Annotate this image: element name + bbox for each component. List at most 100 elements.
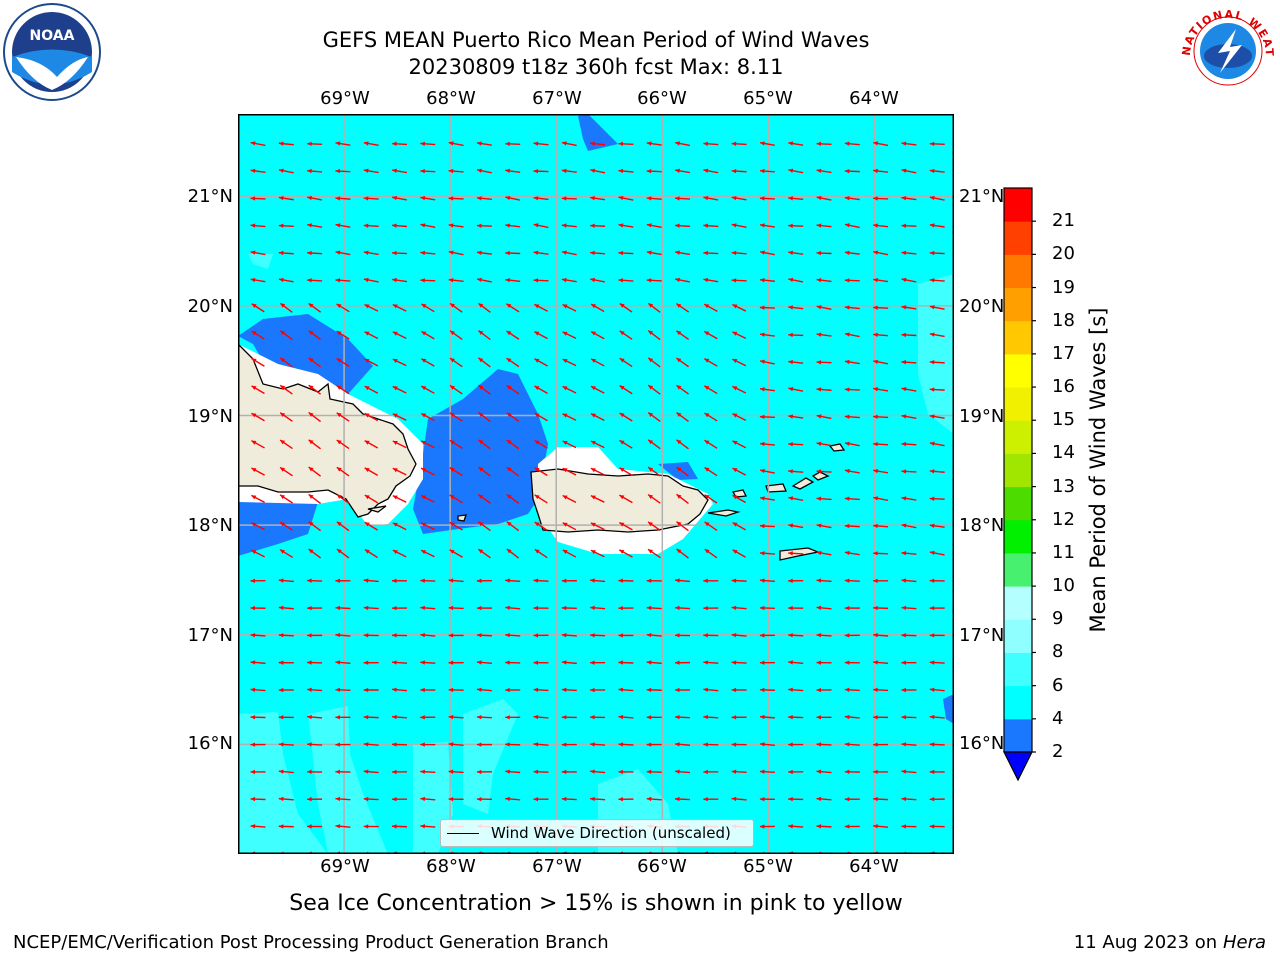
wind-wave-arrow xyxy=(788,660,804,665)
wind-wave-arrow xyxy=(816,523,832,529)
map-plot xyxy=(238,114,954,854)
wind-wave-arrow xyxy=(335,824,351,829)
wind-wave-arrow xyxy=(392,303,407,312)
wind-wave-arrow xyxy=(731,715,747,720)
mona-island xyxy=(457,514,467,522)
wind-wave-arrow xyxy=(363,687,379,693)
wind-wave-arrow xyxy=(788,332,804,338)
wind-wave-arrow xyxy=(250,742,266,747)
wind-wave-arrow xyxy=(420,660,436,665)
wind-wave-arrow xyxy=(448,168,464,174)
wind-wave-arrow xyxy=(646,278,662,283)
wind-wave-arrow xyxy=(844,523,860,529)
wind-wave-arrow xyxy=(816,496,832,501)
wind-wave-arrow xyxy=(873,578,889,583)
wind-wave-arrow xyxy=(788,496,804,501)
wind-wave-arrow xyxy=(448,250,464,256)
wind-wave-arrow xyxy=(844,633,860,638)
wind-wave-arrow xyxy=(844,550,860,556)
date-text: 11 Aug 2023 on xyxy=(1073,932,1218,953)
wind-wave-arrow xyxy=(816,332,832,337)
wind-wave-arrow xyxy=(477,411,491,423)
wind-wave-arrow xyxy=(759,223,775,228)
wind-wave-arrow xyxy=(476,196,492,201)
wind-wave-arrow xyxy=(788,441,804,447)
wind-wave-arrow xyxy=(391,633,408,638)
colorbar-tick-label: 21 xyxy=(1052,210,1075,232)
lon-label-bottom-65w: 65°W xyxy=(743,856,793,877)
legend-label: Wind Wave Direction (unscaled) xyxy=(491,824,731,842)
wind-wave-arrow xyxy=(477,330,491,341)
wind-wave-arrow xyxy=(335,578,351,583)
wind-wave-arrow xyxy=(759,305,775,310)
wind-wave-arrow xyxy=(759,605,775,611)
wind-wave-arrow xyxy=(335,687,351,693)
wind-wave-arrow xyxy=(759,714,775,720)
wind-wave-arrow xyxy=(335,769,351,775)
wind-wave-arrow xyxy=(421,303,435,313)
wind-wave-arrow xyxy=(873,715,889,720)
wind-wave-arrow xyxy=(533,278,549,283)
wind-wave-arrow xyxy=(590,660,606,665)
wind-wave-arrow xyxy=(732,385,747,394)
wind-wave-arrow xyxy=(647,494,661,504)
wind-wave-arrow xyxy=(250,715,266,720)
colorbar-block xyxy=(1004,586,1032,620)
wind-wave-arrow xyxy=(590,303,605,313)
wind-wave-arrow xyxy=(534,303,548,312)
lat-label-right-20n: 20°N xyxy=(959,296,1005,317)
wind-wave-arrow xyxy=(873,824,889,829)
wind-wave-arrow xyxy=(788,250,804,255)
wind-wave-arrow xyxy=(647,411,661,423)
colorbar-tick-label: 4 xyxy=(1052,707,1064,729)
credit-line: NCEP/EMC/Verification Post Processing Pr… xyxy=(13,932,609,953)
wind-wave-arrow xyxy=(420,250,436,256)
wind-wave-arrow xyxy=(674,250,691,256)
vieques xyxy=(707,509,741,517)
wind-wave-arrow xyxy=(901,168,917,174)
wind-wave-arrow xyxy=(759,824,775,829)
wind-wave-arrow xyxy=(392,358,407,367)
lon-label-top-66w: 66°W xyxy=(637,88,687,109)
wind-wave-arrow xyxy=(448,660,464,665)
wind-wave-arrow xyxy=(278,605,294,611)
wind-wave-arrow xyxy=(335,742,351,747)
wind-wave-arrow xyxy=(759,687,775,693)
wind-wave-arrow xyxy=(901,387,917,392)
wind-wave-arrow xyxy=(788,414,804,419)
wind-wave-arrow xyxy=(731,250,747,256)
wind-wave-arrow xyxy=(873,277,889,283)
wind-wave-arrow xyxy=(590,385,605,394)
wind-wave-arrow xyxy=(731,141,747,146)
wind-wave-arrow xyxy=(646,715,662,720)
wind-wave-arrow xyxy=(307,168,323,174)
colorbar-block xyxy=(1004,287,1032,322)
wind-wave-arrow xyxy=(647,384,661,395)
wind-wave-arrow xyxy=(561,250,577,256)
wind-wave-arrow xyxy=(506,384,520,395)
wind-wave-arrow xyxy=(929,332,945,338)
wind-wave-arrow xyxy=(250,605,266,611)
wind-wave-arrow xyxy=(562,358,577,367)
wind-wave-arrow xyxy=(420,467,435,476)
wind-wave-arrow xyxy=(675,141,690,147)
lat-label-left-21n: 21°N xyxy=(187,186,233,207)
wind-wave-arrow xyxy=(392,440,407,449)
wind-wave-arrow xyxy=(816,633,832,638)
wind-wave-arrow xyxy=(676,548,689,559)
wind-wave-arrow xyxy=(759,578,775,583)
wind-wave-arrow xyxy=(590,277,606,283)
colorbar-block xyxy=(1004,619,1032,653)
colorbar-tick-label: 19 xyxy=(1052,276,1075,298)
wind-wave-arrow xyxy=(420,687,436,693)
wind-wave-arrow xyxy=(449,494,463,504)
wind-wave-arrow xyxy=(732,440,747,449)
wind-wave-arrow xyxy=(703,168,719,174)
wind-wave-arrow xyxy=(901,141,917,146)
wind-wave-arrow xyxy=(929,223,945,228)
wind-wave-arrow xyxy=(251,357,265,367)
wind-wave-arrow xyxy=(363,824,379,829)
wind-wave-arrow xyxy=(674,578,691,583)
wind-wave-arrow xyxy=(250,687,266,692)
colorbar-block xyxy=(1004,254,1032,289)
